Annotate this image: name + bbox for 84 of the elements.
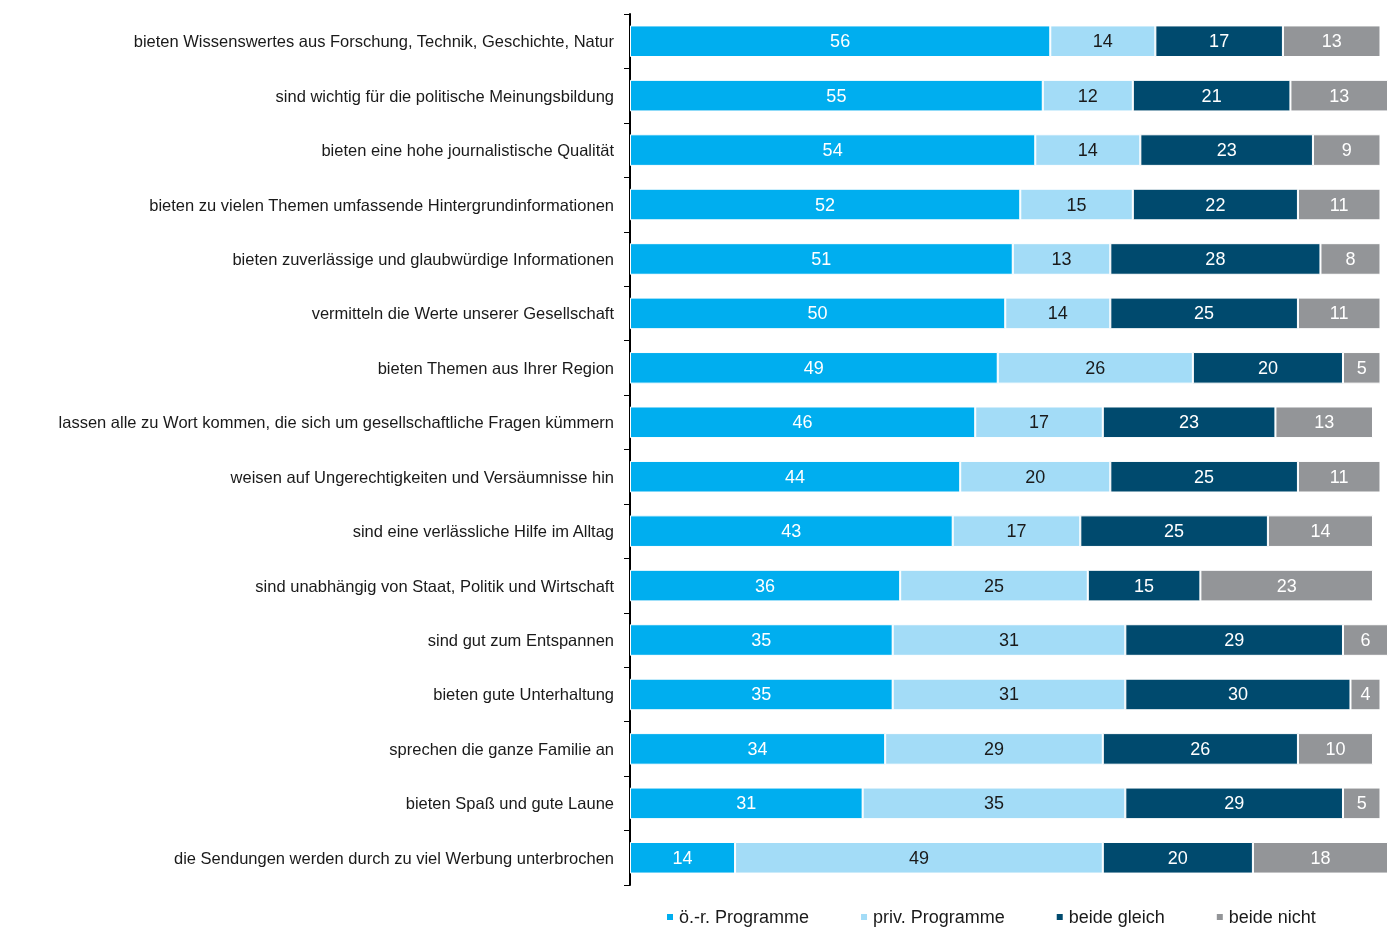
data-label: 43 [781, 521, 802, 542]
data-label: 20 [1025, 466, 1046, 487]
data-label: 49 [908, 847, 929, 868]
data-label: 25 [1164, 521, 1185, 542]
data-label: 15 [1134, 575, 1155, 596]
y-tick-label: bieten eine hohe journalistische Qualität [321, 141, 615, 160]
y-tick-label: die Sendungen werden durch zu viel Werbung unterbrochen [174, 848, 614, 867]
data-label: 51 [811, 248, 832, 269]
data-label: 35 [751, 630, 772, 651]
legend-label: beide nicht [1228, 907, 1316, 927]
y-tick-label: sind unabhängig von Staat, Politik und Wirtschaft [255, 576, 615, 595]
data-label: 31 [998, 684, 1020, 705]
data-label: 13 [1051, 248, 1072, 269]
data-label: 34 [747, 738, 768, 759]
data-label: 23 [1276, 575, 1297, 596]
y-tick-label: sind gut zum Entspannen [427, 631, 614, 650]
data-label: 22 [1205, 194, 1226, 215]
data-label: 29 [1224, 630, 1245, 651]
y-tick-label: bieten gute Unterhaltung [433, 685, 614, 704]
data-label: 25 [983, 575, 1005, 596]
data-label: 13 [1321, 31, 1342, 52]
data-label: 31 [998, 630, 1020, 651]
data-label: 8 [1345, 248, 1356, 269]
data-label: 50 [807, 303, 828, 324]
data-label: 14 [1310, 521, 1331, 542]
y-tick-label: bieten Themen aus Ihrer Region [377, 358, 614, 377]
data-label: 25 [1194, 466, 1215, 487]
data-label: 11 [1329, 303, 1349, 324]
data-label: 28 [1205, 248, 1226, 269]
data-label: 15 [1066, 194, 1087, 215]
data-label: 17 [1029, 412, 1050, 433]
y-tick-label: sind wichtig für die politische Meinungsbildung [275, 86, 614, 105]
data-label: 12 [1077, 85, 1098, 106]
y-tick-label: sprechen die ganze Familie an [389, 739, 614, 758]
data-label: 6 [1360, 630, 1371, 651]
legend-label: priv. Programme [873, 907, 1005, 927]
data-label: 13 [1314, 412, 1335, 433]
data-label: 29 [1224, 793, 1245, 814]
data-label: 14 [1092, 31, 1113, 52]
y-tick-label: bieten zu vielen Themen umfassende Hintergrundinformationen [149, 195, 614, 214]
data-label: 14 [1077, 140, 1098, 161]
data-label: 4 [1360, 684, 1371, 705]
data-label: 21 [1201, 85, 1222, 106]
data-label: 20 [1257, 357, 1278, 378]
data-label: 25 [1194, 303, 1215, 324]
data-label: 55 [826, 85, 847, 106]
data-label: 5 [1356, 357, 1367, 378]
data-label: 46 [792, 412, 813, 433]
y-tick-label: bieten zuverlässige und glaubwürdige Informationen [232, 249, 614, 268]
data-label: 11 [1329, 466, 1349, 487]
y-tick-label: bieten Spaß und gute Laune [405, 794, 614, 813]
data-label: 36 [755, 575, 776, 596]
data-label: 29 [983, 738, 1005, 759]
data-label: 56 [830, 31, 851, 52]
data-label: 52 [815, 194, 836, 215]
legend-label: beide gleich [1068, 907, 1165, 927]
data-label: 23 [1216, 140, 1237, 161]
data-label: 31 [736, 793, 757, 814]
data-label: 13 [1329, 85, 1350, 106]
y-tick-label: sind eine verlässliche Hilfe im Alltag [352, 522, 614, 541]
data-label: 9 [1341, 140, 1352, 161]
data-label: 26 [1085, 357, 1106, 378]
data-label: 35 [751, 684, 772, 705]
data-label: 44 [785, 466, 806, 487]
data-label: 20 [1167, 847, 1188, 868]
data-label: 10 [1325, 738, 1346, 759]
data-label: 5 [1356, 793, 1367, 814]
data-label: 26 [1190, 738, 1211, 759]
data-label: 30 [1227, 684, 1248, 705]
y-tick-label: vermitteln die Werte unserer Gesellschaft [311, 304, 615, 323]
data-label: 18 [1310, 847, 1331, 868]
data-label: 14 [672, 847, 693, 868]
y-tick-label: weisen auf Ungerechtigkeiten und Versäumnisse hin [229, 467, 614, 486]
data-label: 23 [1179, 412, 1200, 433]
data-label: 14 [1047, 303, 1068, 324]
y-tick-label: lassen alle zu Wort kommen, die sich um gesellschaftliche Fragen kümmern [58, 413, 614, 432]
legend-label: ö.-r. Programme [679, 907, 810, 927]
data-label: 17 [1209, 31, 1230, 52]
data-label: 11 [1329, 194, 1349, 215]
y-tick-label: bieten Wissenswertes aus Forschung, Technik, Geschichte, Natur [133, 32, 615, 51]
data-label: 35 [983, 793, 1005, 814]
data-label: 49 [803, 357, 824, 378]
data-label: 54 [822, 140, 843, 161]
data-label: 17 [1006, 521, 1027, 542]
